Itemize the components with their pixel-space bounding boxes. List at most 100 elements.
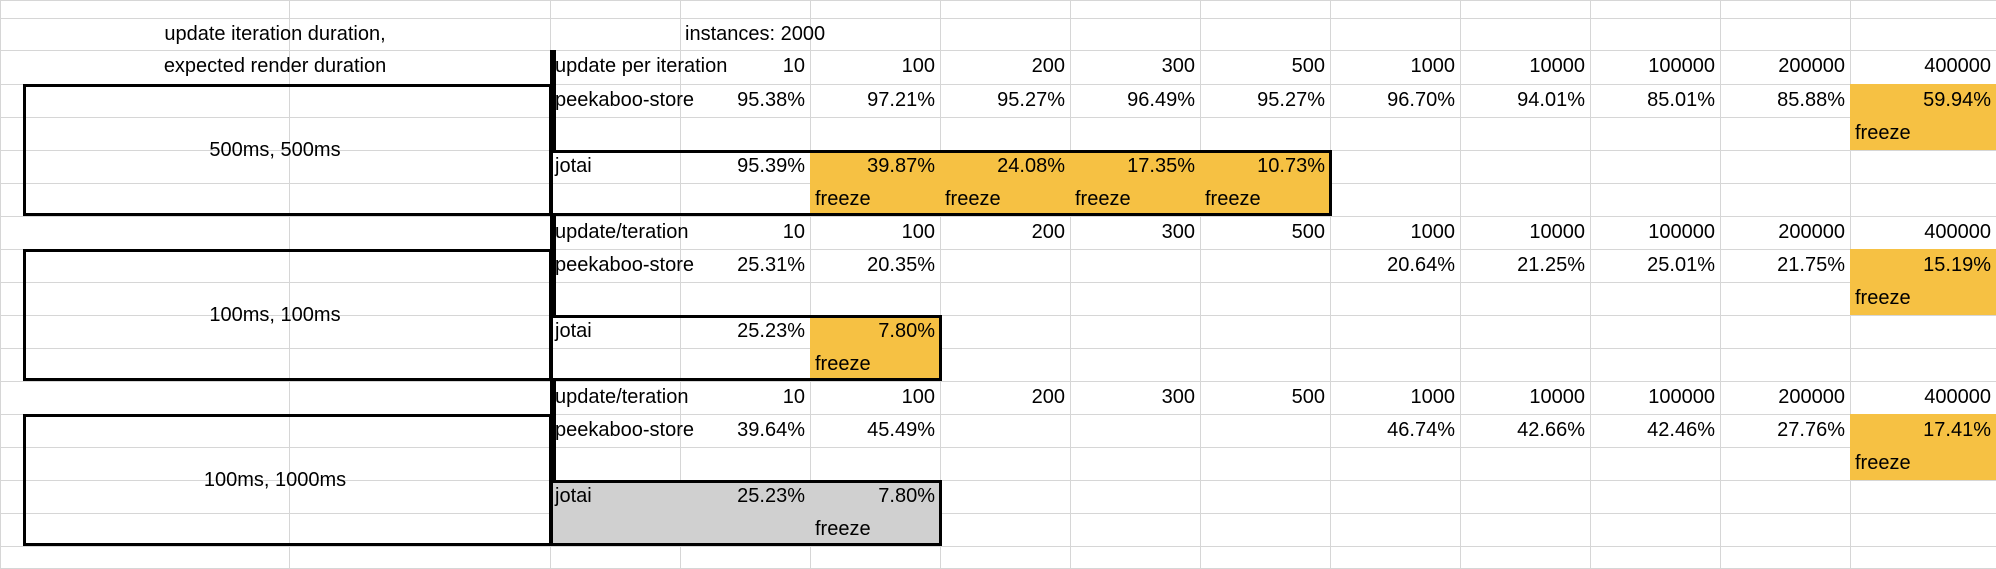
value-cell[interactable]: 20.35% [867, 254, 935, 276]
value-cell[interactable]: 96.70% [1387, 89, 1455, 111]
value-cell[interactable]: 96.49% [1127, 89, 1195, 111]
value-cell[interactable]: 95.38% [737, 89, 805, 111]
value-cell[interactable]: 46.74% [1387, 419, 1455, 441]
value-cell[interactable]: 39.87% [867, 155, 935, 177]
column-header[interactable]: 200 [1031, 221, 1065, 243]
column-header[interactable]: 500 [1291, 221, 1325, 243]
column-header[interactable]: 100 [901, 55, 935, 77]
freeze-note[interactable]: freeze [815, 518, 871, 540]
freeze-note[interactable]: freeze [1075, 188, 1131, 210]
column-header[interactable]: 300 [1161, 55, 1195, 77]
value-cell[interactable]: 21.25% [1517, 254, 1585, 276]
value-cell[interactable]: 7.80% [878, 485, 935, 507]
value-cell[interactable]: 97.21% [867, 89, 935, 111]
column-header-label[interactable]: update per iteration [555, 55, 728, 77]
value-cell[interactable]: 59.94% [1923, 89, 1991, 111]
column-header[interactable]: 300 [1161, 221, 1195, 243]
highlight-cell [1200, 150, 1330, 216]
value-cell[interactable]: 95.27% [997, 89, 1065, 111]
column-header[interactable]: 1000 [1410, 221, 1456, 243]
gridline-horizontal [0, 282, 1996, 283]
value-cell[interactable]: 85.88% [1777, 89, 1845, 111]
section-label[interactable]: 100ms, 1000ms [203, 469, 347, 491]
value-cell[interactable]: 25.01% [1647, 254, 1715, 276]
column-header[interactable]: 100000 [1648, 221, 1715, 243]
column-header[interactable]: 400000 [1924, 55, 1991, 77]
section-label[interactable]: 100ms, 100ms [209, 304, 341, 326]
freeze-note[interactable]: freeze [1855, 452, 1911, 474]
column-header[interactable]: 100000 [1648, 386, 1715, 408]
column-header[interactable]: 200000 [1778, 386, 1845, 408]
corner-header-line2[interactable]: expected render duration [163, 55, 387, 77]
column-header[interactable]: 10 [782, 386, 805, 408]
row-name[interactable]: jotai [555, 155, 592, 177]
column-header[interactable]: 200 [1031, 386, 1065, 408]
column-header[interactable]: 400000 [1924, 221, 1991, 243]
value-cell[interactable]: 7.80% [878, 320, 935, 342]
column-header[interactable]: 500 [1291, 55, 1325, 77]
column-header[interactable]: 10 [782, 221, 805, 243]
row-name[interactable]: peekaboo-store [555, 89, 694, 111]
value-cell[interactable]: 25.23% [737, 320, 805, 342]
column-header[interactable]: 10000 [1529, 221, 1585, 243]
value-cell[interactable]: 42.66% [1517, 419, 1585, 441]
value-cell[interactable]: 20.64% [1387, 254, 1455, 276]
column-header[interactable]: 10000 [1529, 386, 1585, 408]
gridline-horizontal [0, 480, 1996, 481]
value-cell[interactable]: 94.01% [1517, 89, 1585, 111]
gridline-horizontal [0, 414, 1996, 415]
row-name[interactable]: jotai [555, 485, 592, 507]
value-cell[interactable]: 39.64% [737, 419, 805, 441]
value-cell[interactable]: 45.49% [867, 419, 935, 441]
highlight-cell [1850, 249, 1996, 315]
value-cell[interactable]: 42.46% [1647, 419, 1715, 441]
column-header[interactable]: 300 [1161, 386, 1195, 408]
value-cell[interactable]: 27.76% [1777, 419, 1845, 441]
column-header[interactable]: 100000 [1648, 55, 1715, 77]
freeze-note[interactable]: freeze [815, 188, 871, 210]
row-name[interactable]: jotai [555, 320, 592, 342]
column-header[interactable]: 1000 [1410, 55, 1456, 77]
freeze-note[interactable]: freeze [1855, 287, 1911, 309]
gridline-vertical [1330, 0, 1331, 568]
column-header[interactable]: 100 [901, 386, 935, 408]
row-name[interactable]: peekaboo-store [555, 419, 694, 441]
gridline-vertical [1460, 0, 1461, 568]
value-cell[interactable]: 21.75% [1777, 254, 1845, 276]
gridline-horizontal [0, 84, 1996, 85]
gridline-vertical [289, 0, 290, 568]
column-header[interactable]: 200 [1031, 55, 1065, 77]
column-header[interactable]: 1000 [1410, 386, 1456, 408]
value-cell[interactable]: 25.23% [737, 485, 805, 507]
value-cell[interactable]: 25.31% [737, 254, 805, 276]
column-header[interactable]: 10000 [1529, 55, 1585, 77]
freeze-note[interactable]: freeze [945, 188, 1001, 210]
freeze-note[interactable]: freeze [1205, 188, 1261, 210]
value-cell[interactable]: 10.73% [1257, 155, 1325, 177]
gridline-vertical [1590, 0, 1591, 568]
freeze-note[interactable]: freeze [815, 353, 871, 375]
freeze-note[interactable]: freeze [1855, 122, 1911, 144]
column-header[interactable]: 200000 [1778, 221, 1845, 243]
value-cell[interactable]: 17.41% [1923, 419, 1991, 441]
column-header[interactable]: 500 [1291, 386, 1325, 408]
value-cell[interactable]: 95.27% [1257, 89, 1325, 111]
column-header-label[interactable]: update/teration [555, 386, 689, 408]
value-cell[interactable]: 95.39% [737, 155, 805, 177]
value-cell[interactable]: 15.19% [1923, 254, 1991, 276]
column-header[interactable]: 200000 [1778, 55, 1845, 77]
column-header[interactable]: 10 [782, 55, 805, 77]
gridline-horizontal [0, 447, 1996, 448]
value-cell[interactable]: 85.01% [1647, 89, 1715, 111]
value-cell[interactable]: 17.35% [1127, 155, 1195, 177]
row-name[interactable]: peekaboo-store [555, 254, 694, 276]
corner-header-line1[interactable]: update iteration duration, [164, 23, 386, 45]
gridline-vertical [810, 0, 811, 568]
section-label[interactable]: 500ms, 500ms [209, 139, 341, 161]
column-header-label[interactable]: update/teration [555, 221, 689, 243]
column-header[interactable]: 100 [901, 221, 935, 243]
instances-label[interactable]: instances: 2000 [685, 23, 826, 45]
value-cell[interactable]: 24.08% [997, 155, 1065, 177]
column-header[interactable]: 400000 [1924, 386, 1991, 408]
